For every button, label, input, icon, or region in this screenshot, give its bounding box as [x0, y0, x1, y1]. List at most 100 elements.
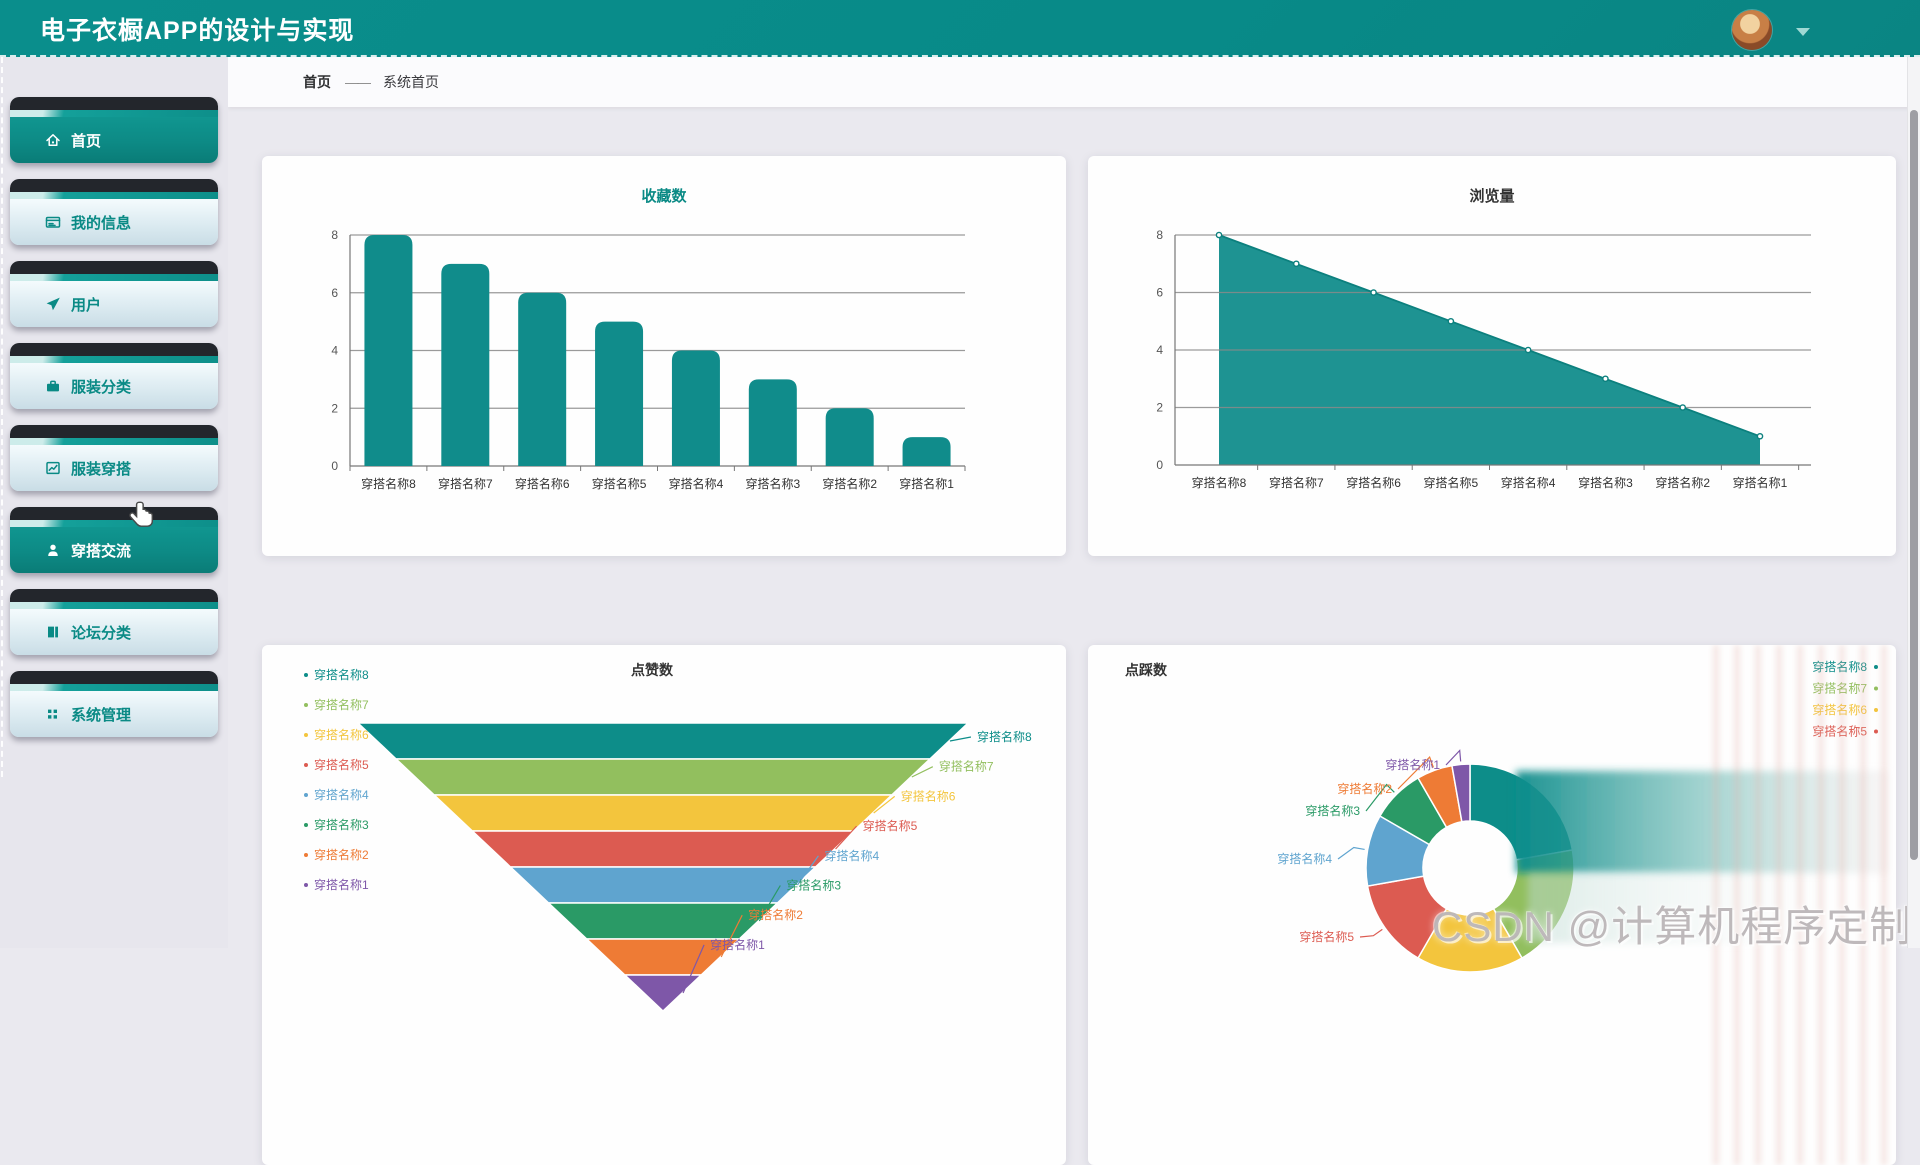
sidebar-item-body[interactable]: 服装穿搭 [10, 445, 218, 491]
scrollbar-thumb[interactable] [1910, 110, 1918, 860]
breadcrumb-current: 系统首页 [383, 74, 439, 90]
x-category-label: 穿搭名称5 [1424, 475, 1479, 490]
data-point-marker[interactable] [1370, 289, 1377, 296]
label-leader-line [1397, 756, 1434, 790]
grid-icon [48, 709, 57, 719]
sidebar-item-label: 服装分类 [71, 378, 132, 396]
x-category-label: 穿搭名称7 [1269, 475, 1324, 490]
legend-marker[interactable] [304, 883, 308, 887]
data-point-marker[interactable] [1447, 317, 1455, 325]
legend-marker[interactable] [304, 673, 308, 677]
label-leader-line [1359, 928, 1383, 938]
bar[interactable] [748, 379, 797, 466]
funnel-layer[interactable] [508, 866, 818, 904]
sidebar-item-body[interactable]: 论坛分类 [10, 609, 218, 655]
legend-marker[interactable] [304, 793, 308, 797]
funnel-label: 穿搭名称1 [710, 937, 765, 952]
funnel-label: 穿搭名称6 [901, 788, 956, 803]
funnel-layer[interactable] [394, 758, 932, 796]
dashboard-content: 收藏数 0 2 4 6 8 穿搭名称8 穿搭名称7 穿搭名称6 穿搭名称5 穿搭名称4 穿搭名称3 穿搭… [228, 107, 1920, 1165]
data-point-marker[interactable] [1524, 346, 1532, 354]
app-header: 电子衣橱APP的设计与实现 [0, 0, 1920, 57]
funnel-layer[interactable] [546, 902, 780, 940]
legend-marker[interactable] [304, 733, 308, 737]
legend-marker[interactable] [1874, 665, 1878, 669]
x-category-label: 穿搭名称8 [1192, 475, 1247, 490]
sidebar-item-body[interactable]: 服装分类 [10, 363, 218, 409]
sidebar-item-top-strip [10, 671, 218, 684]
sidebar-item-body[interactable]: 用户 [10, 281, 218, 327]
legend-marker[interactable] [304, 853, 308, 857]
bar[interactable] [518, 292, 567, 466]
scrollbar[interactable] [1907, 57, 1920, 948]
briefcase-icon [47, 380, 59, 392]
legend-item[interactable]: 穿搭名称3 [314, 817, 369, 832]
label-leader-line [835, 825, 858, 850]
data-point-marker[interactable] [1756, 432, 1764, 440]
sidebar-item-body[interactable]: 穿搭交流 [10, 527, 218, 573]
user-avatar[interactable] [1732, 10, 1772, 50]
home-icon [46, 134, 60, 147]
funnel-layer[interactable] [356, 722, 970, 760]
y-tick-label: 8 [1156, 228, 1163, 242]
sidebar-item-accent-strip [10, 602, 218, 609]
legend-marker[interactable] [304, 763, 308, 767]
sidebar-item-body[interactable]: 我的信息 [10, 199, 218, 245]
bar[interactable] [902, 437, 951, 466]
legend-item[interactable]: 穿搭名称6 [314, 727, 369, 742]
y-tick-label: 0 [331, 459, 338, 473]
funnel-layer[interactable] [470, 830, 856, 868]
sidebar-item-accent-strip [10, 192, 218, 199]
sidebar-item-paper-plane[interactable]: 用户 [10, 261, 218, 327]
sidebar-item-home[interactable]: 首页 [10, 97, 218, 163]
sidebar-item-body[interactable]: 系统管理 [10, 691, 218, 737]
user-menu[interactable] [1732, 10, 1810, 50]
sidebar-item-label: 我的信息 [71, 214, 132, 232]
data-point-marker[interactable] [1679, 404, 1687, 411]
legend-marker[interactable] [304, 703, 308, 707]
label-leader-line [911, 766, 934, 778]
y-tick-label: 4 [1156, 343, 1163, 357]
legend-item[interactable]: 穿搭名称1 [314, 877, 369, 892]
id-card-icon [45, 216, 61, 228]
sidebar-item-accent-strip [10, 438, 218, 445]
sidebar-item-person[interactable]: 穿搭交流 [10, 507, 218, 573]
legend-marker[interactable] [304, 823, 308, 827]
legend-marker[interactable] [1874, 729, 1878, 734]
legend-marker[interactable] [1874, 708, 1878, 712]
sidebar-item-chart-line[interactable]: 服装穿搭 [10, 425, 218, 491]
funnel-layer[interactable] [432, 794, 894, 832]
legend-item[interactable]: 穿搭名称7 [314, 697, 369, 712]
sidebar: 首页我的信息用户服装分类服装穿搭穿搭交流论坛分类系统管理 [0, 57, 228, 948]
legend-item[interactable]: 穿搭名称5 [314, 757, 369, 772]
bar[interactable] [441, 263, 490, 466]
data-point-marker[interactable] [1215, 231, 1223, 239]
funnel-layer[interactable] [622, 974, 704, 1013]
sidebar-item-grid[interactable]: 系统管理 [10, 671, 218, 737]
bar[interactable] [364, 235, 413, 466]
legend-item[interactable]: 穿搭名称6 [1812, 702, 1867, 717]
bar[interactable] [671, 350, 720, 467]
legend-item[interactable]: 穿搭名称4 [314, 787, 369, 802]
legend-item[interactable]: 穿搭名称5 [1812, 724, 1867, 739]
x-category-label: 穿搭名称4 [669, 476, 724, 491]
dropdown-caret-icon[interactable] [1796, 28, 1810, 36]
pie-slice[interactable] [1451, 763, 1471, 823]
legend-marker[interactable] [1874, 686, 1878, 691]
breadcrumb-root[interactable]: 首页 [303, 74, 331, 90]
sidebar-item-briefcase[interactable]: 服装分类 [10, 343, 218, 409]
data-point-marker[interactable] [1292, 260, 1300, 268]
legend-item[interactable]: 穿搭名称8 [314, 667, 369, 682]
bar[interactable] [825, 408, 874, 466]
sidebar-item-book[interactable]: 论坛分类 [10, 589, 218, 655]
data-point-marker[interactable] [1602, 375, 1609, 383]
sidebar-item-body[interactable]: 首页 [10, 117, 218, 163]
recording-dashed-line-vertical [1, 57, 3, 777]
bar[interactable] [595, 321, 644, 466]
legend-item[interactable]: 穿搭名称8 [1812, 659, 1867, 674]
sidebar-item-id-card[interactable]: 我的信息 [10, 179, 218, 245]
sidebar-item-top-strip [10, 179, 218, 192]
legend-item[interactable]: 穿搭名称2 [314, 847, 369, 862]
legend-item[interactable]: 穿搭名称7 [1812, 681, 1867, 696]
